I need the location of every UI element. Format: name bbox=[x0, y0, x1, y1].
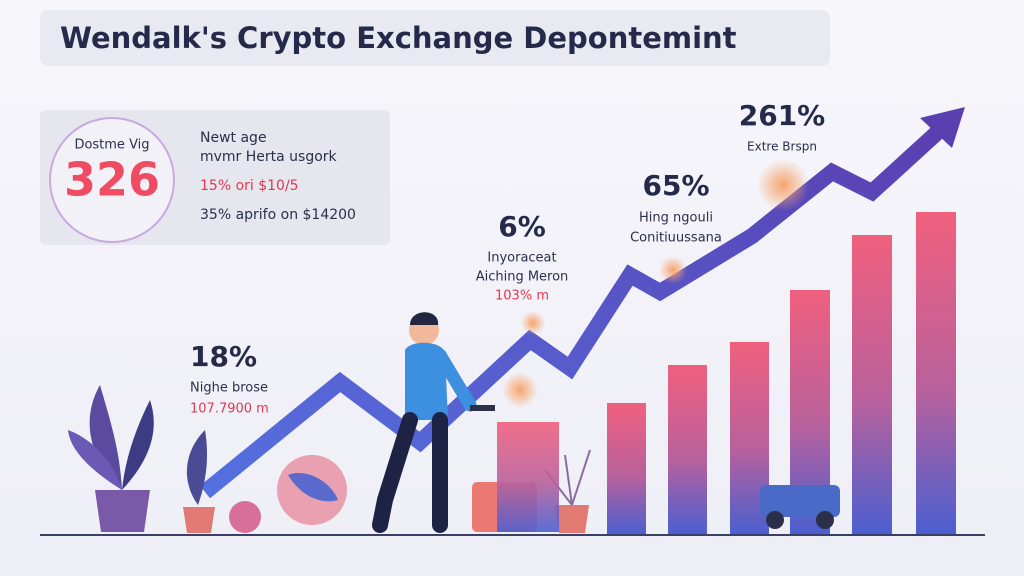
annotation-value: 261% bbox=[739, 99, 826, 132]
annotation-value: 18% bbox=[190, 340, 257, 373]
annotation-label: Extre Brspn bbox=[747, 140, 817, 154]
bar bbox=[852, 235, 892, 535]
annotation-label: Nighe brose bbox=[190, 381, 268, 396]
title-box bbox=[40, 10, 830, 66]
annotation-detail: Conitiuussana bbox=[630, 231, 722, 246]
annotation-value: 6% bbox=[498, 210, 546, 243]
annotation-detail: 107.7900 m bbox=[190, 402, 269, 417]
card-line: 15% ori $10/5 bbox=[200, 178, 299, 194]
bars bbox=[607, 212, 956, 535]
card-line: mvmr Herta usgork bbox=[200, 149, 338, 165]
annotation-label: Hing ngouli bbox=[639, 211, 713, 226]
trend-arrow bbox=[199, 124, 946, 499]
car bbox=[760, 485, 840, 529]
arrow-head bbox=[920, 107, 965, 148]
glow bbox=[521, 311, 545, 335]
badge-label: Dostme Vig bbox=[74, 138, 149, 153]
glow bbox=[502, 372, 538, 408]
annotation-value: 65% bbox=[642, 169, 709, 202]
title: Wendalk's Crypto Exchange Depontemint bbox=[60, 21, 737, 55]
bar bbox=[668, 365, 707, 535]
badge-value: 326 bbox=[64, 153, 160, 207]
glow bbox=[659, 256, 687, 284]
bar bbox=[607, 403, 646, 535]
bar bbox=[916, 212, 956, 535]
annotation-label: Inyoraceat bbox=[487, 251, 556, 266]
card-line: Newt age bbox=[200, 130, 267, 146]
card-line: 35% aprifo on $14200 bbox=[200, 207, 356, 223]
badge bbox=[49, 117, 175, 243]
glow bbox=[757, 159, 809, 211]
person bbox=[372, 312, 559, 533]
annotation-detail: Aiching Meron bbox=[476, 270, 569, 285]
plants bbox=[68, 385, 591, 533]
annotation-extra: 103% m bbox=[495, 289, 549, 304]
